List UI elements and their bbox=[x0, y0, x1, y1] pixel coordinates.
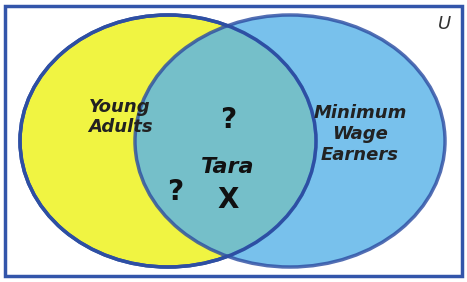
Text: ?: ? bbox=[220, 106, 236, 134]
Text: U: U bbox=[439, 15, 452, 33]
FancyBboxPatch shape bbox=[5, 6, 462, 276]
Text: Minimum
Wage
Earners: Minimum Wage Earners bbox=[313, 104, 407, 164]
Text: Tara: Tara bbox=[201, 157, 255, 177]
Text: ?: ? bbox=[167, 178, 183, 206]
Ellipse shape bbox=[20, 15, 316, 267]
Text: X: X bbox=[217, 186, 239, 214]
Ellipse shape bbox=[135, 15, 445, 267]
Text: Young
Adults: Young Adults bbox=[88, 98, 152, 136]
